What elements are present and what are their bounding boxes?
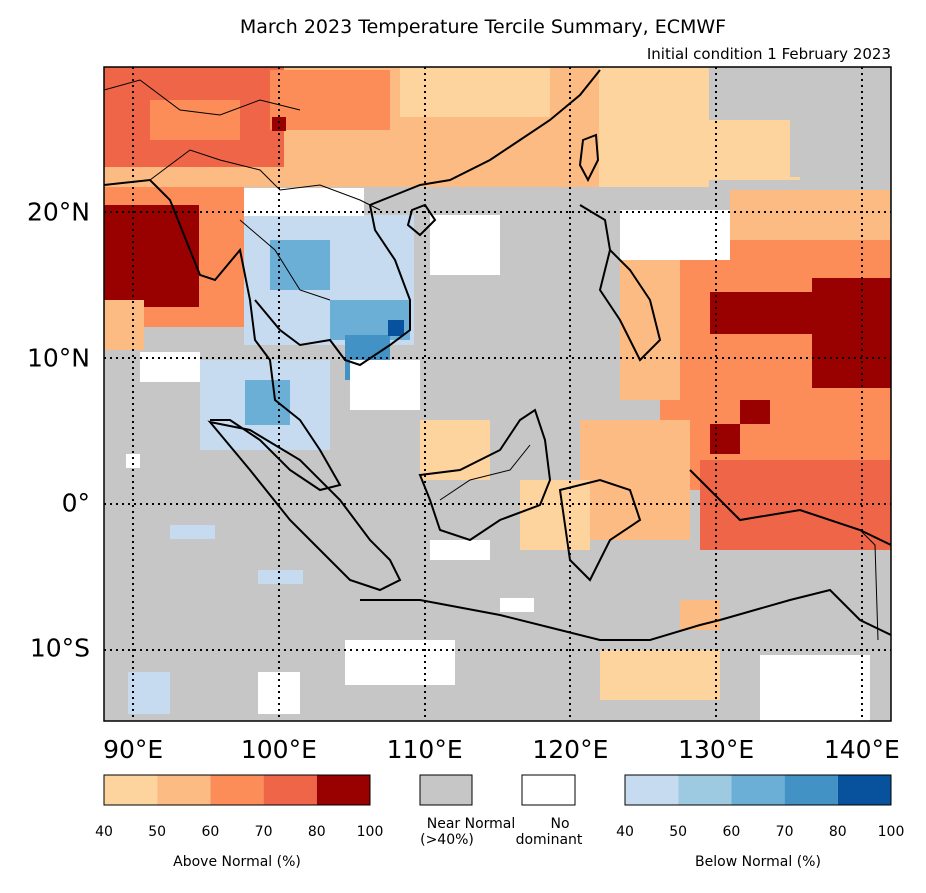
above-normal-swatch	[263, 775, 317, 805]
above-normal-tick-label: 60	[201, 824, 220, 840]
above-normal-colorbar	[103, 774, 371, 806]
above-normal-swatch	[104, 775, 158, 805]
below-normal-tick-label: 70	[775, 824, 794, 840]
latitude-label: 10°N	[26, 343, 90, 373]
longitude-label: 110°E	[386, 735, 463, 764]
below-normal-swatch	[837, 775, 891, 805]
longitude-label: 130°E	[678, 735, 755, 764]
map-frame	[103, 66, 892, 722]
near-normal-swatch	[419, 774, 473, 806]
above-normal-tick-label: 40	[95, 824, 113, 840]
latitude-label: 20°N	[26, 197, 90, 227]
near-normal-patch	[730, 67, 790, 117]
below-normal-swatch	[678, 775, 732, 805]
below-normal-swatch	[731, 775, 785, 805]
longitude-label: 140°E	[823, 735, 900, 764]
no-dominant-caption-line1: No	[550, 816, 570, 832]
latitude-label: 10°S	[29, 633, 90, 663]
above-normal-tick-label: 100	[356, 824, 384, 840]
above-normal-tick-label: 80	[307, 824, 326, 840]
below-normal-tick-label: 50	[669, 824, 688, 840]
above-normal-tick-label: 70	[254, 824, 273, 840]
below-normal-tick-label: 80	[828, 824, 847, 840]
near-normal-caption: Near Normal (>40%)	[396, 816, 546, 848]
graticule	[104, 67, 891, 721]
no-dominant-caption: No dominant	[510, 816, 610, 848]
above-normal-frame	[103, 774, 371, 806]
below-normal-tick-label: 100	[877, 824, 905, 840]
below-normal-swatch	[625, 775, 679, 805]
above-normal-swatch	[157, 775, 211, 805]
near-normal-caption-line2: (>40%)	[420, 832, 474, 848]
no-dominant-caption-line2: dominant	[515, 832, 583, 848]
above-normal-swatch	[210, 775, 264, 805]
map-title: March 2023 Temperature Tercile Summary, …	[239, 16, 727, 38]
country-borders	[104, 79, 879, 641]
above-normal-region	[104, 67, 891, 700]
longitude-label: 90°E	[103, 735, 164, 764]
below-normal-tick-label: 40	[616, 824, 634, 840]
longitude-label: 100°E	[240, 735, 317, 764]
above-normal-swatch	[316, 775, 370, 805]
below-normal-frame	[624, 774, 892, 806]
near-normal-caption-line1: Near Normal	[426, 816, 516, 832]
above-normal-caption: Above Normal (%)	[173, 854, 301, 870]
below-normal-tick-label: 60	[722, 824, 741, 840]
below-normal-caption: Below Normal (%)	[695, 854, 821, 870]
below-normal-swatch	[784, 775, 838, 805]
below-normal-colorbar	[624, 774, 892, 806]
near-normal-patch	[790, 67, 891, 177]
longitude-label: 120°E	[532, 735, 609, 764]
map-panel	[104, 67, 891, 721]
no-dominant-swatch	[521, 774, 576, 806]
above-normal-tick-label: 50	[148, 824, 167, 840]
latitude-label: 0°	[61, 488, 90, 518]
coastlines	[104, 69, 891, 641]
map-subtitle: Initial condition 1 February 2023	[646, 45, 891, 63]
